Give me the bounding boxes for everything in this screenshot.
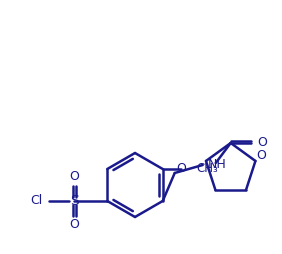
Text: O: O xyxy=(69,170,79,183)
Text: O: O xyxy=(176,163,186,176)
Text: NH: NH xyxy=(208,158,226,171)
Text: O: O xyxy=(258,136,268,150)
Text: O: O xyxy=(69,218,79,231)
Text: Cl: Cl xyxy=(30,195,42,208)
Text: O: O xyxy=(257,149,266,163)
Text: S: S xyxy=(70,194,79,208)
Text: CH₃: CH₃ xyxy=(197,163,219,176)
